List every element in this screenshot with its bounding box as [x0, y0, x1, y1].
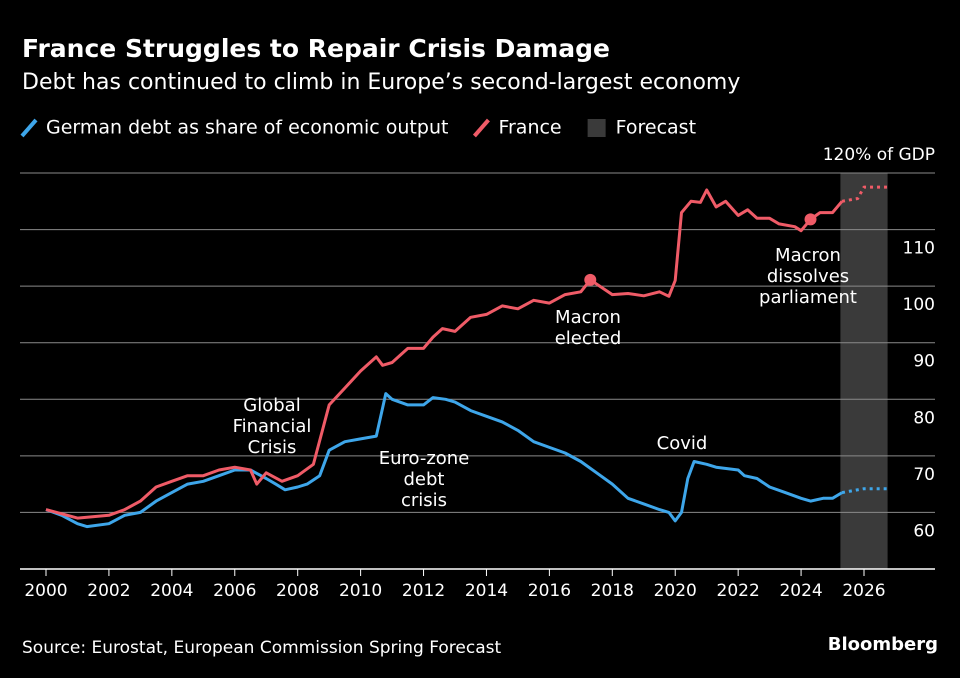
- x-tick-label: 2022: [717, 581, 760, 601]
- chart-subtitle: Debt has continued to climb in Europe’s …: [22, 70, 740, 95]
- y-tick-label: 80: [913, 408, 935, 428]
- annotation: Crisis: [248, 437, 297, 458]
- annotation: Global: [243, 395, 300, 416]
- y-tick-label: 120% of GDP: [823, 145, 935, 165]
- x-tick-label: 2020: [654, 581, 697, 601]
- x-tick-label: 2014: [465, 581, 508, 601]
- event-marker: [804, 213, 817, 226]
- legend-swatch: [20, 118, 38, 138]
- x-tick-label: 2016: [528, 581, 571, 601]
- event-marker: [584, 273, 597, 286]
- legend-swatch: [472, 118, 490, 138]
- series-line: [45, 188, 844, 520]
- y-tick-label: 110: [903, 239, 935, 259]
- x-tick-label: 2002: [87, 581, 130, 601]
- annotation: dissolves: [767, 266, 849, 287]
- annotation: elected: [555, 328, 622, 349]
- x-tick-label: 2018: [591, 581, 634, 601]
- forecast-line: [841, 487, 890, 495]
- y-tick-label: 100: [903, 295, 935, 315]
- y-tick-label: 90: [913, 352, 935, 372]
- annotation: Macron: [555, 307, 621, 328]
- chart-title: France Struggles to Repair Crisis Damage: [22, 34, 610, 63]
- forecast-band: [840, 173, 888, 569]
- y-tick-label: 60: [913, 521, 935, 541]
- brand: Bloomberg: [828, 634, 938, 655]
- legend-label: German debt as share of economic output: [46, 117, 448, 139]
- annotation: Covid: [657, 433, 708, 454]
- annotation: parliament: [759, 287, 857, 308]
- x-tick-label: 2012: [402, 581, 445, 601]
- y-tick-label: 70: [913, 465, 935, 485]
- source: Source: Eurostat, European Commission Sp…: [22, 638, 502, 658]
- annotation: Euro-zone: [379, 448, 470, 469]
- forecast-line: [841, 185, 890, 203]
- annotation: crisis: [401, 490, 447, 511]
- annotation: Financial: [233, 416, 312, 437]
- x-tick-label: 2024: [779, 581, 822, 601]
- annotation: debt: [404, 469, 445, 490]
- x-tick-label: 2008: [276, 581, 319, 601]
- legend-label: Forecast: [616, 117, 696, 139]
- legend-swatch: [587, 119, 606, 137]
- annotation: Macron: [775, 245, 841, 266]
- x-tick-label: 2010: [339, 581, 382, 601]
- x-tick-label: 2006: [213, 581, 256, 601]
- x-tick-label: 2026: [842, 581, 885, 601]
- series-line: [45, 392, 843, 529]
- x-tick-label: 2004: [150, 581, 193, 601]
- legend-label: France: [498, 117, 561, 139]
- x-tick-label: 2000: [24, 581, 67, 601]
